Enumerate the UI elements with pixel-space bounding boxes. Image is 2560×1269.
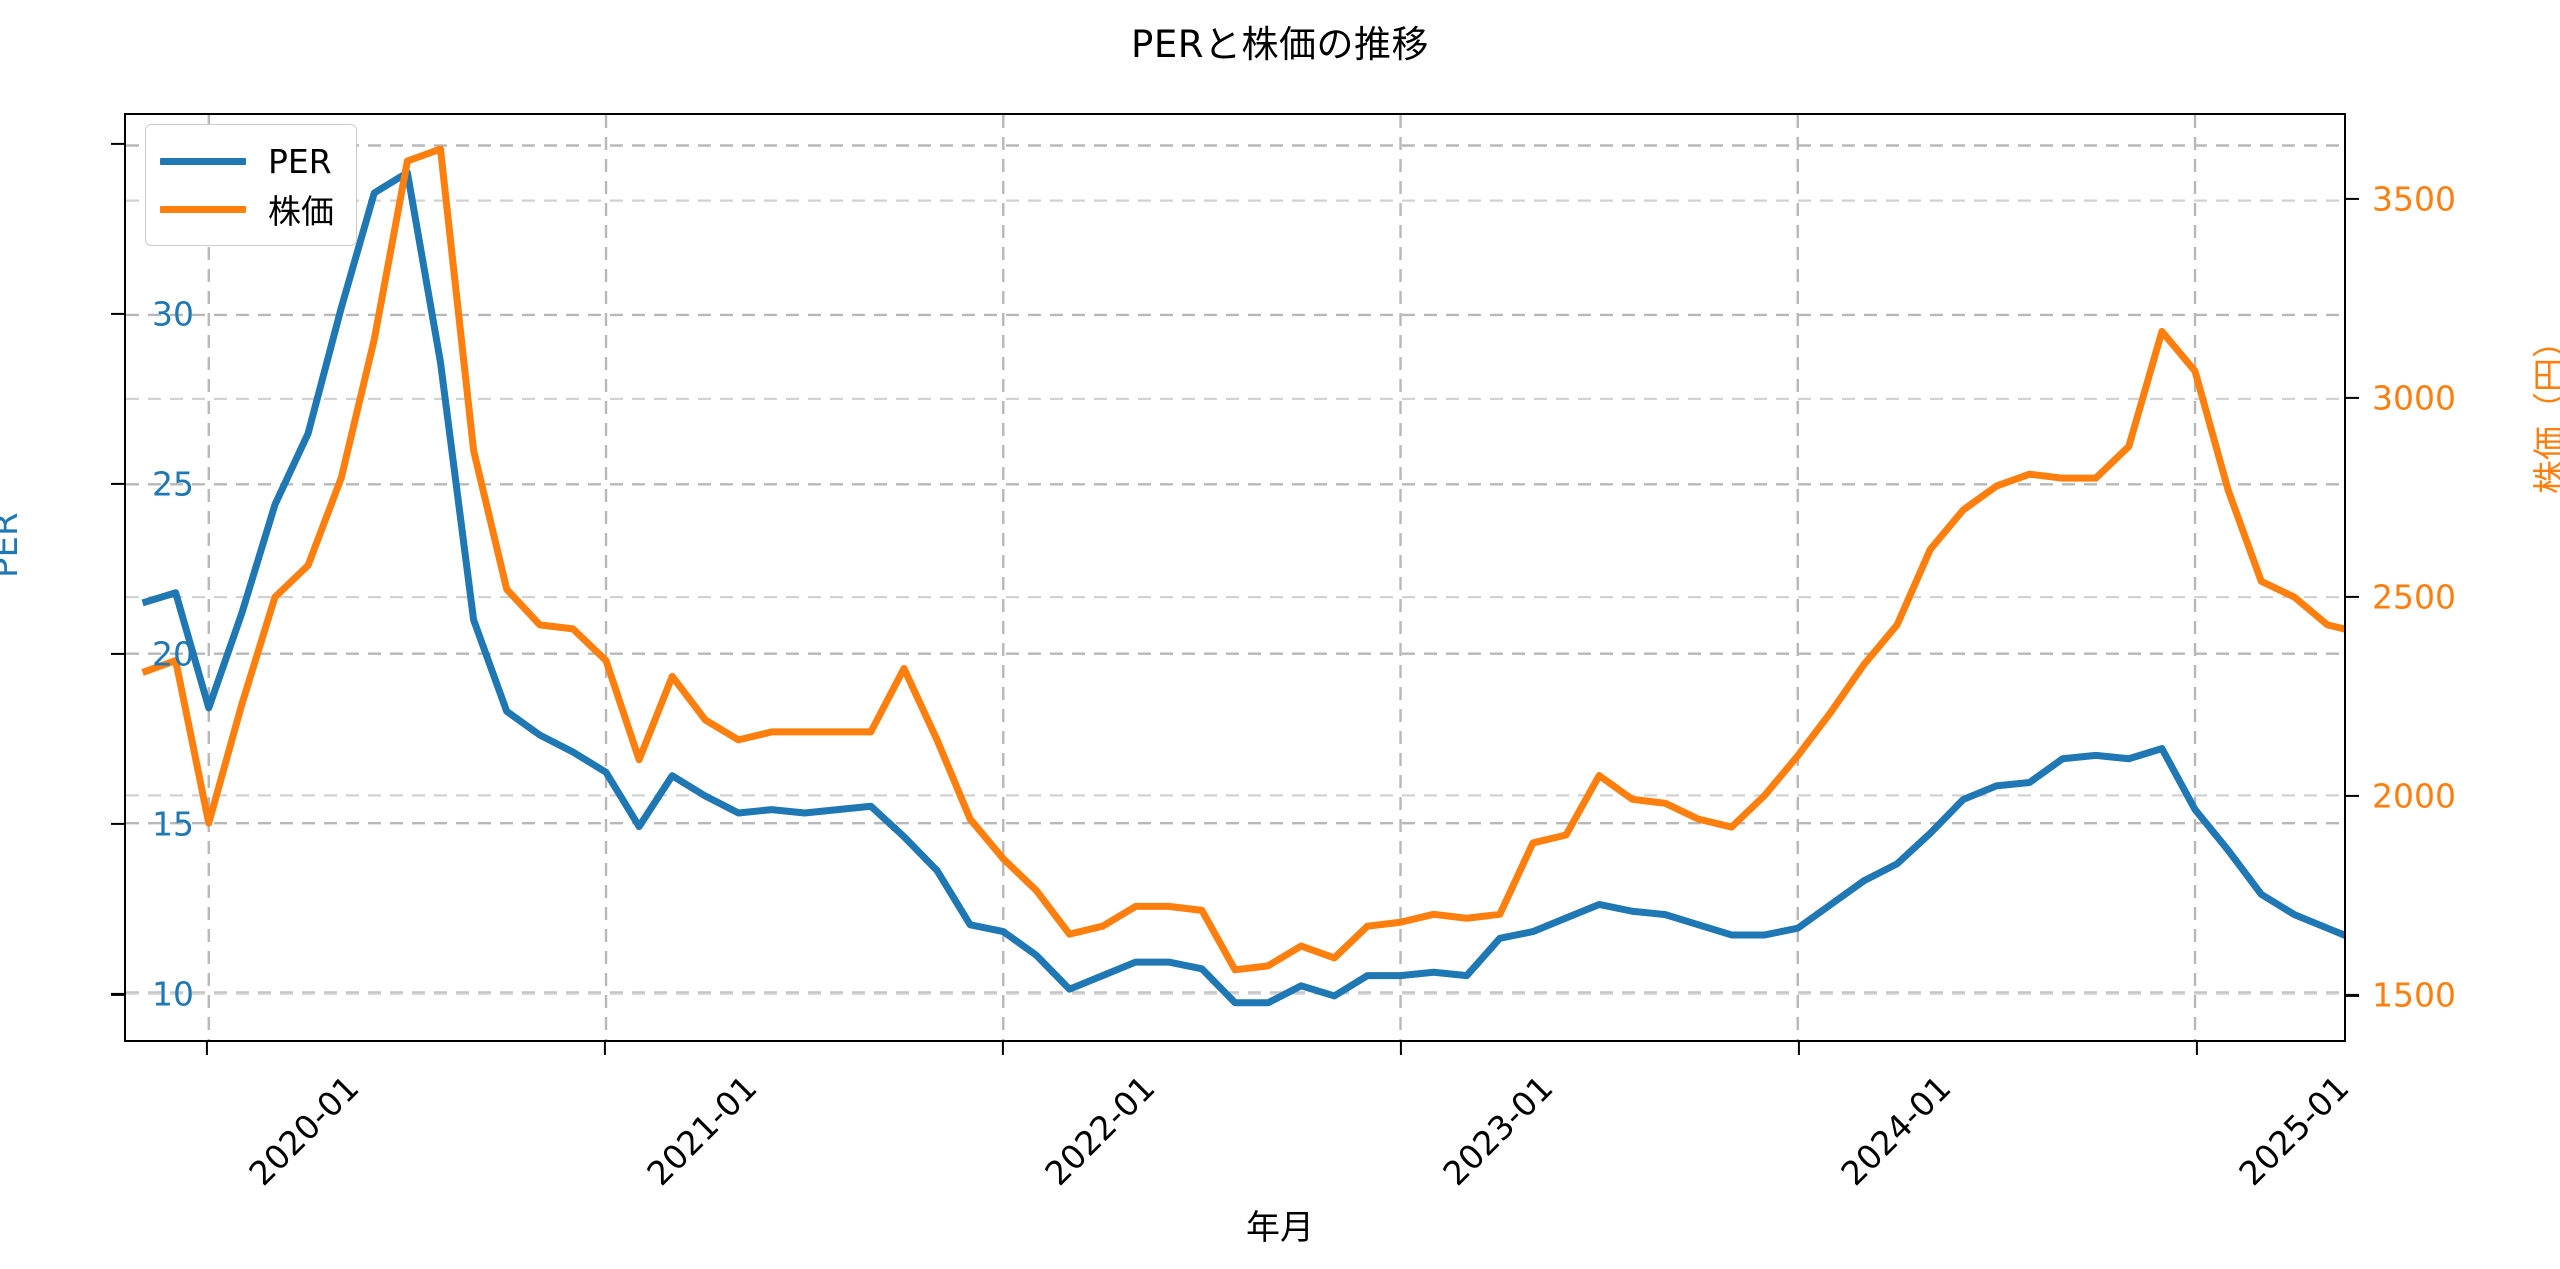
y-axis-left-tick-mark	[111, 312, 124, 315]
y-axis-right-tick-label: 3500	[2372, 179, 2456, 219]
y-axis-left-tick-label: 15	[152, 804, 194, 844]
x-axis-tick-mark	[1399, 1042, 1402, 1055]
x-axis-tick-label: 2023-01	[1435, 1068, 1561, 1194]
page-title: PERと株価の推移	[1131, 23, 1429, 66]
y-axis-left-tick-mark	[111, 993, 124, 996]
x-axis-title: 年月	[1246, 1208, 1314, 1248]
x-axis-tick-label: 2024-01	[1833, 1068, 1959, 1194]
legend-swatch-price	[160, 205, 246, 213]
x-axis-tick-label: 2020-01	[241, 1068, 367, 1194]
y-axis-right-tick-mark	[2346, 197, 2359, 201]
legend-swatch-per	[160, 157, 246, 165]
y-axis-right-tick-label: 1500	[2372, 975, 2456, 1015]
x-axis-tick-mark	[603, 1042, 606, 1055]
plot-svg	[126, 115, 2344, 1040]
y-axis-right-tick-mark	[2346, 397, 2359, 400]
x-axis-tick-mark	[1001, 1042, 1004, 1055]
legend-item-per[interactable]: PER	[160, 137, 334, 185]
y-axis-left-tick-label: 25	[152, 464, 194, 504]
y-axis-left-tick-label: 30	[152, 294, 194, 334]
x-axis-tick-mark	[2195, 1042, 2198, 1055]
y-axis-right-tick-label: 3000	[2372, 378, 2456, 418]
series-line-per	[143, 173, 2344, 1003]
y-axis-left-tick-mark	[111, 482, 124, 485]
y-axis-right-tick-label: 2000	[2372, 776, 2456, 816]
y-axis-left-tick-label: 20	[152, 634, 194, 674]
series-line-price	[143, 149, 2344, 970]
legend-label-per: PER	[268, 141, 332, 181]
y-axis-left-tick-label: 10	[152, 974, 194, 1014]
y-axis-left-tick-mark	[111, 652, 124, 656]
legend-item-price[interactable]: 株価	[160, 185, 334, 233]
y-axis-left-tick-mark	[111, 823, 124, 826]
y-axis-right-tick-mark	[2346, 795, 2359, 798]
x-axis-tick-label: 2022-01	[1037, 1068, 1163, 1194]
y-axis-right-title: 株価（円）	[2531, 324, 2560, 494]
gridlines	[126, 115, 2344, 1040]
plot-area	[124, 113, 2346, 1042]
x-axis-tick-mark	[1797, 1042, 1800, 1055]
y-axis-right-tick-label: 2500	[2372, 577, 2456, 617]
series-lines	[143, 149, 2344, 1003]
y-axis-left-tick-mark	[111, 142, 124, 145]
y-axis-right-tick-mark	[2346, 596, 2359, 599]
x-axis-tick-label: 2021-01	[639, 1068, 765, 1194]
x-axis-tick-label: 2025-01	[2231, 1068, 2357, 1194]
y-axis-right-tick-mark	[2346, 994, 2359, 997]
y-axis-left-title: PER	[0, 512, 26, 578]
legend-label-price: 株価	[268, 192, 334, 231]
legend: PER 株価	[145, 124, 357, 246]
x-axis-tick-mark	[205, 1042, 208, 1055]
